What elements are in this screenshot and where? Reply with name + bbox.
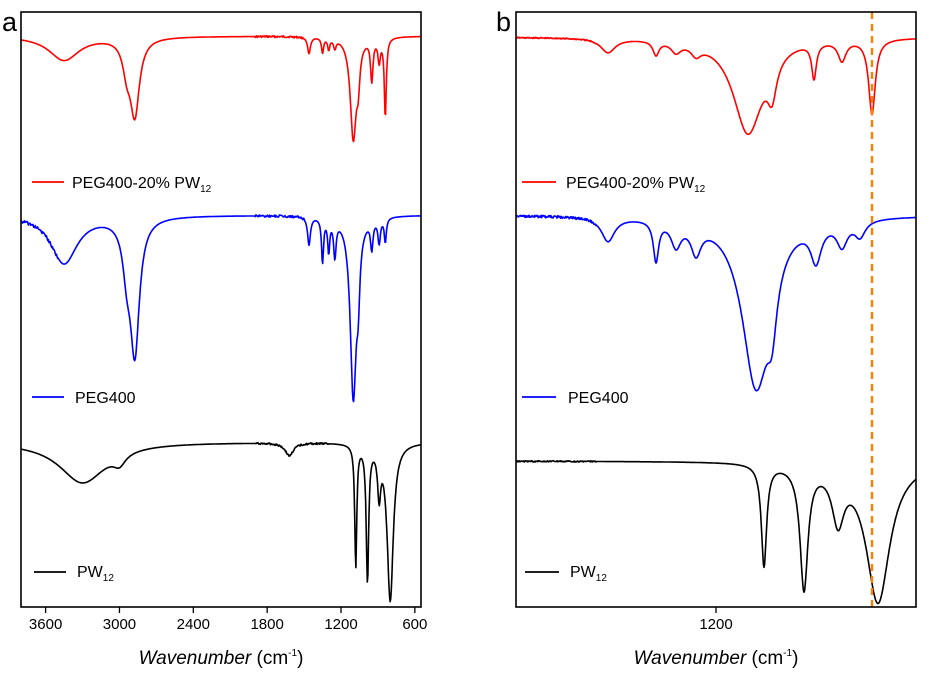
panel-a-x-axis-title: Wavenumber (cm-1) [139, 648, 304, 669]
panel-b: b 1200 PEG400-20% PW12 PEG400 PW12 Waven… [496, 7, 917, 669]
panel-b-x-axis-title-unit-post: ) [792, 648, 798, 669]
panel-a-x-axis-title-unit-post: ) [297, 648, 303, 669]
panel-b-legend-peg-pw12-main: PEG400-20% PW [566, 175, 695, 192]
panel-b-x-axis-title-unit-pre: (cm [752, 648, 784, 669]
panel-a-legend-peg400-text: PEG400 [75, 390, 136, 407]
panel-a-legend-pw12-text: PW12 [77, 564, 114, 584]
panel-b-legend-pw12-main: PW [570, 564, 597, 581]
panel-b-legend-pw12: PW12 [525, 564, 607, 584]
panel-b-legend-peg400-text: PEG400 [568, 390, 629, 407]
panel-a-legend-pw12: PW12 [34, 564, 114, 584]
panel-b-legend-peg-pw12-text: PEG400-20% PW12 [566, 175, 706, 195]
panel-a-legend-pw12-sub: 12 [103, 573, 115, 584]
panel-b-series-peg400-20-pw12 [515, 36, 917, 136]
panel-b-legend-peg400-main: PEG400 [568, 390, 629, 407]
panel-a-x-axis-title-unit-exp: -1 [288, 648, 297, 659]
panel-b-x-tick-label: 1200 [699, 616, 732, 633]
panel-a-legend-peg-pw12: PEG400-20% PW12 [32, 175, 212, 195]
panel-b-x-ticks: 1200 [699, 607, 733, 633]
panel-a-traces [20, 34, 422, 603]
panel-b-x-axis-title: Wavenumber (cm-1) [634, 648, 799, 669]
panel-a-frame [20, 11, 422, 608]
panel-b-legend-peg-pw12: PEG400-20% PW12 [522, 175, 706, 195]
panel-a-legend-pw12-main: PW [77, 564, 104, 581]
panel-b-legend-peg-pw12-sub: 12 [694, 184, 706, 195]
panel-a-legend-peg-pw12-sub: 12 [200, 184, 212, 195]
panel-b-label: b [496, 7, 511, 37]
panel-b-series-pw12 [515, 459, 917, 605]
panel-a-series-peg400-20-pw12 [20, 34, 422, 143]
panel-a-x-tick-label: 3000 [103, 616, 136, 633]
panel-b-x-axis-title-unit-exp: -1 [783, 648, 792, 659]
panel-a-legend-peg400: PEG400 [32, 390, 136, 407]
panel-a-legend-peg-pw12-main: PEG400-20% PW [72, 175, 201, 192]
panel-b-legend-pw12-sub: 12 [596, 573, 608, 584]
panel-a-x-tick-label: 2400 [177, 616, 210, 633]
panel-a-x-tick-label: 600 [402, 616, 427, 633]
panel-b-legend-pw12-text: PW12 [570, 564, 607, 584]
panel-b-frame [515, 11, 917, 608]
panel-a-x-tick-label: 1200 [324, 616, 357, 633]
panel-b-traces [515, 36, 917, 605]
panel-a-x-axis-title-main: Wavenumber [139, 648, 252, 669]
panel-a-x-axis-title-unit-pre: (cm [257, 648, 289, 669]
panel-a-label: a [2, 7, 18, 37]
panel-a-x-tick-label: 3600 [29, 616, 62, 633]
panel-a-x-tick-label: 1800 [250, 616, 283, 633]
panel-a: a 3600 3000 2400 1800 1200 600 PEG400-20% PW1… [2, 7, 427, 669]
panel-a-series-pw12 [20, 441, 422, 603]
panel-a-series-peg400 [20, 214, 422, 403]
panel-a-x-ticks: 3600 3000 2400 1800 1200 600 [29, 607, 427, 633]
panel-b-legend-peg400: PEG400 [522, 390, 629, 407]
panel-b-series-peg400 [515, 214, 917, 392]
panel-a-legend-peg400-main: PEG400 [75, 390, 136, 407]
panel-a-legend-peg-pw12-text: PEG400-20% PW12 [72, 175, 212, 195]
panel-b-x-axis-title-main: Wavenumber [634, 648, 747, 669]
